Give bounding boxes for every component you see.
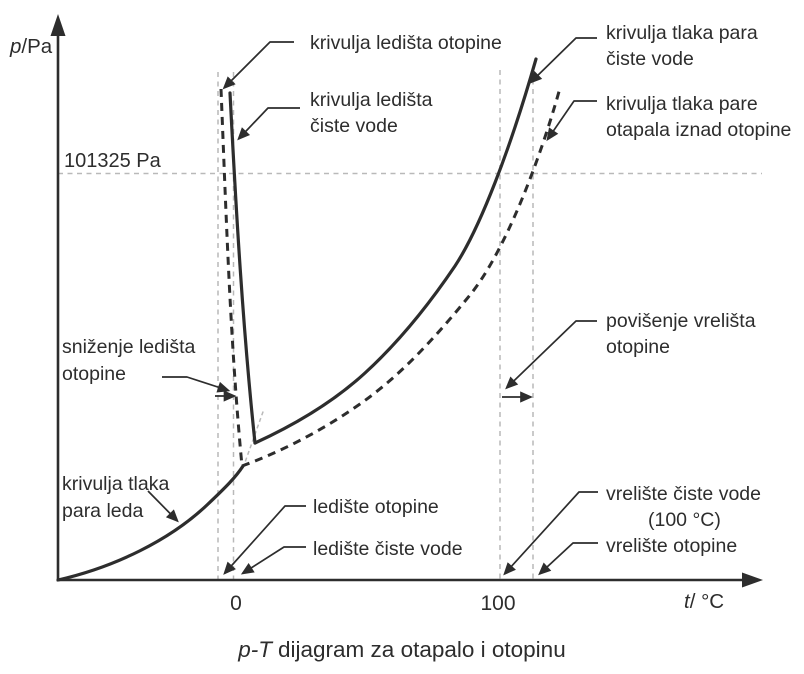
pure-water-vapor-pressure-curve [253, 57, 538, 445]
leader-vapor-curve-pure-water [529, 37, 597, 84]
leader-freezing-point-depression [162, 376, 231, 393]
annotation-freezing-curve-pure-water-line2: čiste vode [310, 115, 398, 137]
figure-caption: p-T dijagram za otapalo i otopinu [237, 637, 565, 662]
x-tick-zero: 0 [230, 592, 242, 615]
annotation-freezing-point-solution: ledište otopine [313, 496, 439, 518]
leader-vapor-curve-solvent [546, 100, 597, 142]
annotation-freezing-point-depression-line2: otopine [62, 363, 126, 385]
ice-vapor-pressure-curve [56, 464, 245, 582]
annotation-freezing-point-depression-line1: sniženje ledišta [62, 336, 195, 358]
annotation-boiling-point-pure-water-line2: (100 °C) [648, 509, 721, 531]
leader-freezing-point-pure-water [240, 546, 306, 575]
annotation-boiling-point-elevation-line2: otopine [606, 336, 670, 358]
leader-freezing-curve-solution [222, 41, 294, 90]
annotation-boiling-point-pure-water-line1: vrelište čiste vode [606, 483, 761, 505]
leader-freezing-point-solution [223, 505, 306, 575]
leader-boiling-point-pure-water [503, 491, 598, 576]
annotation-vapor-curve-pure-water-line2: čiste vode [606, 48, 694, 70]
pure-water-freezing-curve [228, 91, 257, 445]
annotation-ice-vapor-curve-line1: krivulja tlaka [62, 473, 169, 495]
annotation-boiling-point-elevation-line1: povišenje vrelišta [606, 310, 756, 332]
annotation-freezing-curve-pure-water-line1: krivulja ledišta [310, 89, 433, 111]
solution-vapor-pressure-curve [241, 87, 562, 468]
x-tick-hundred: 100 [480, 592, 515, 615]
annotation-ice-vapor-curve-line2: para leda [62, 500, 143, 522]
x-axis-label: t/ °C [684, 590, 724, 613]
solution-freezing-curve [219, 88, 244, 467]
y-axis-label: p/Pa [9, 35, 53, 58]
leader-boiling-point-elevation [505, 320, 597, 390]
x-axis-arrowhead-icon [742, 572, 763, 588]
y-axis-arrowhead-icon [50, 14, 66, 36]
leader-boiling-point-solution [538, 542, 598, 576]
leader-freezing-curve-pure-water [237, 107, 300, 141]
annotation-freezing-point-pure-water: ledište čiste vode [313, 538, 463, 560]
pressure-reference-label: 101325 Pa [64, 150, 162, 172]
leader-ice-vapor-curve [147, 490, 179, 523]
annotation-vapor-curve-pure-water-line1: krivulja tlaka para [606, 22, 758, 44]
annotation-vapor-curve-solvent-line1: krivulja tlaka pare [606, 93, 758, 115]
annotation-vapor-curve-solvent-line2: otapala iznad otopine [606, 119, 791, 141]
annotation-boiling-point-solution: vrelište otopine [606, 535, 737, 557]
annotation-freezing-curve-solution: krivulja ledišta otopine [310, 32, 502, 54]
